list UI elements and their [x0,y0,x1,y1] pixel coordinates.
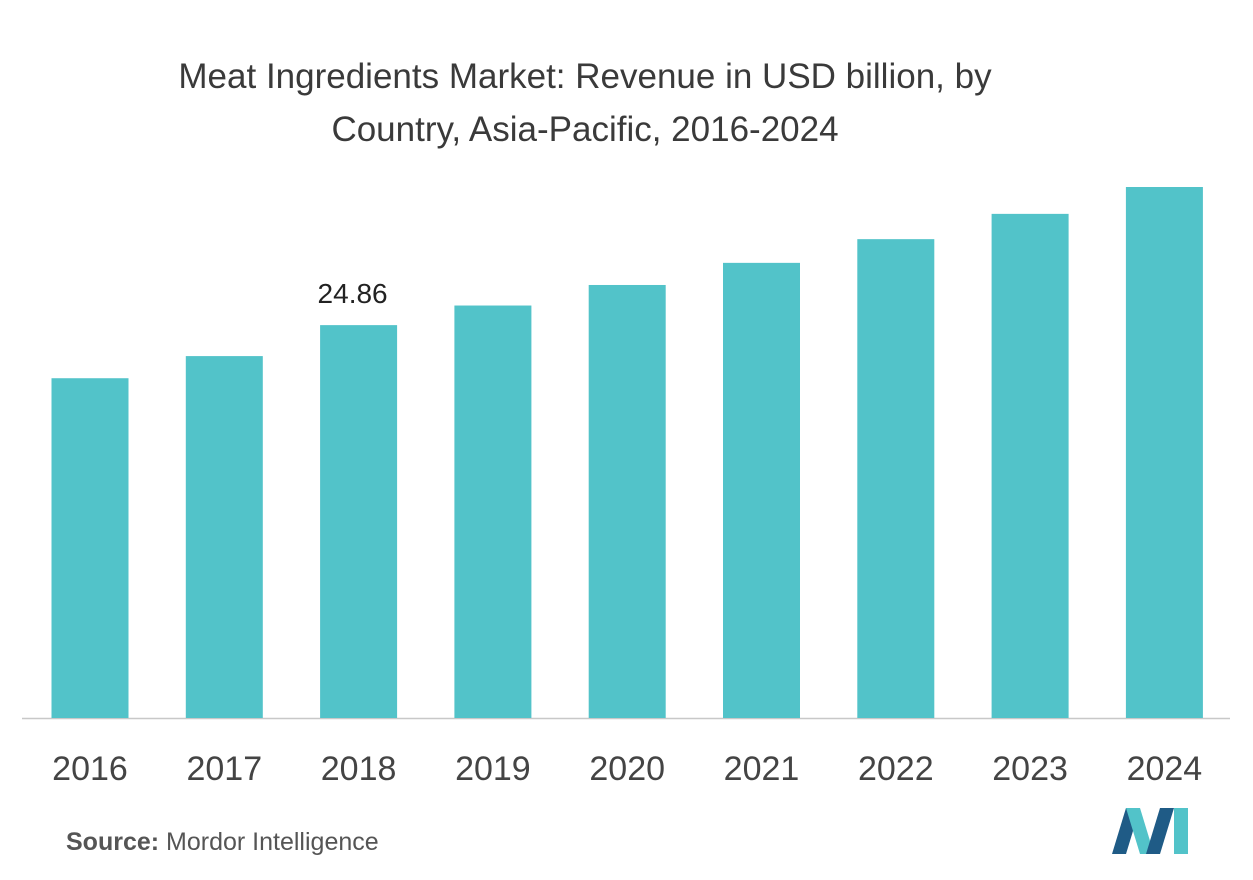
chart-title-line-2: Country, Asia-Pacific, 2016-2024 [331,110,839,149]
mordor-logo-icon [1112,808,1188,854]
x-tick-label-2020: 2020 [589,750,665,788]
x-tick-label-2023: 2023 [992,750,1068,788]
bar-2016 [51,378,129,718]
x-tick-label-2016: 2016 [52,750,128,788]
bar-2017 [185,356,263,718]
source-note: Source: Mordor Intelligence [66,828,379,857]
bar-2021 [723,262,800,718]
source-text: Mordor Intelligence [166,828,379,856]
x-tick-label-2017: 2017 [186,750,262,788]
bar-2022 [857,239,935,718]
bar-2018 [320,325,398,718]
chart-title: Meat Ingredients Market: Revenue in USD … [80,50,1090,156]
x-tick-label-2019: 2019 [455,750,531,788]
source-label: Source: [66,828,160,856]
bar-2024 [1125,187,1203,718]
bar-2019 [454,305,532,718]
x-tick-label-2022: 2022 [858,750,934,788]
bar-2023 [991,213,1069,718]
data-label-2018: 24.86 [318,278,388,309]
x-tick-label-2018: 2018 [321,750,397,788]
chart-title-line-1: Meat Ingredients Market: Revenue in USD … [178,57,992,96]
x-tick-label-2021: 2021 [724,750,800,788]
bar-2020 [588,284,666,718]
x-tick-label-2024: 2024 [1127,750,1203,788]
